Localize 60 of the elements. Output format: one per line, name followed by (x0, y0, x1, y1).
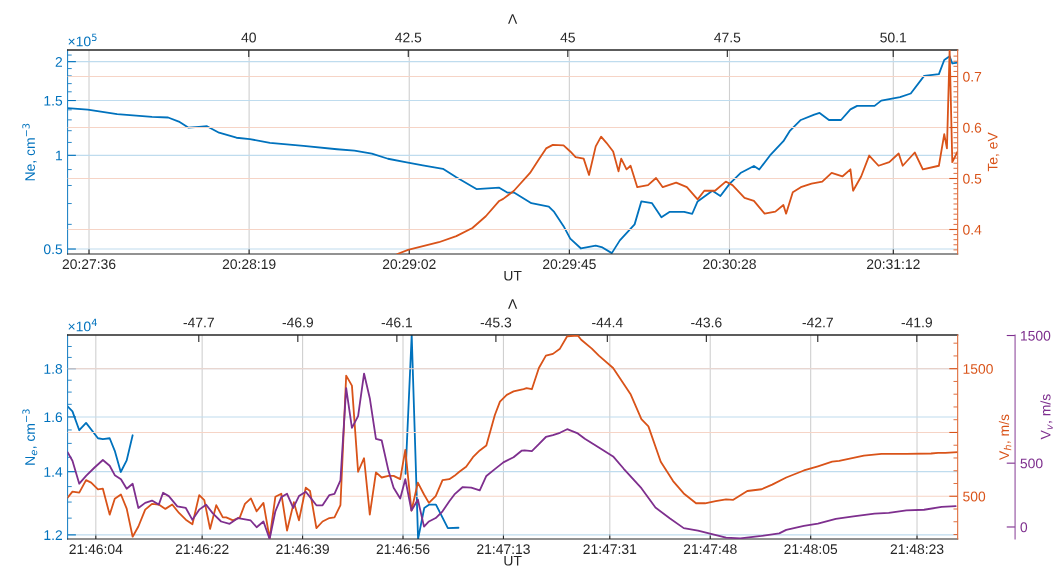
y-tick-label: 1.8 (44, 363, 63, 374)
y3-tick-label: 0 (1020, 522, 1028, 533)
y2-tick-label: 0.5 (963, 173, 982, 184)
y2-tick-label: 500 (963, 491, 986, 502)
x2-tick-label: -41.9 (901, 317, 932, 328)
x-tick-label: 21:46:22 (175, 544, 229, 555)
y3-tick-label: 1500 (1021, 330, 1051, 341)
x2-tick-label: 42.5 (395, 32, 422, 43)
x2-tick-label: 40 (241, 32, 256, 43)
line-series (67, 372, 957, 539)
y2-tick-label: 1500 (963, 364, 993, 374)
x-tick-label: 21:48:23 (890, 544, 944, 555)
y-tick-label: 1.6 (44, 412, 63, 423)
y2-axis-title: Te, eV (987, 132, 1000, 172)
y2-tick-label: 0.6 (963, 122, 982, 133)
x-tick-label: 21:46:56 (376, 544, 430, 555)
x2-tick-label: -46.1 (381, 317, 413, 328)
x2-axis-title: Λ (508, 14, 518, 24)
x-tick-label: 20:27:36 (62, 259, 116, 270)
y-axis-title: Ne, cm$^{−3}$ (22, 123, 37, 181)
y2-tick-label: 0.7 (963, 71, 982, 82)
y2-axis-title: V$_{h}$, m/s (998, 414, 1012, 460)
x-tick-label: 20:29:02 (382, 259, 436, 270)
x-tick-label: 20:30:28 (703, 259, 756, 270)
x2-tick-label: 47.5 (714, 32, 741, 43)
text: ×10$^{4}$ (68, 318, 97, 332)
x-tick-label: 20:28:19 (222, 259, 276, 270)
x-tick-label: 21:46:04 (69, 544, 123, 555)
y-tick-label: 2 (55, 56, 62, 67)
x2-tick-label: 45 (560, 32, 575, 43)
x2-tick-label: -46.9 (282, 317, 313, 328)
x-axis-title: UT (504, 555, 522, 566)
y-tick-label: 1.2 (44, 530, 62, 540)
line-series (67, 335, 958, 539)
x-tick-label: 21:47:13 (477, 544, 530, 555)
y3-tick-label: 500 (1020, 458, 1043, 469)
y-tick-label: 1.5 (44, 96, 63, 106)
x-tick-label: 20:29:45 (543, 259, 596, 270)
x-tick-label: 21:47:48 (683, 544, 737, 555)
y-axis-title: N$_{e}$, cm$^{−3}$ (22, 409, 38, 465)
x-tick-label: 21:46:39 (276, 544, 329, 555)
x-tick-label: 21:48:05 (784, 544, 838, 555)
x2-tick-label: 50.1 (880, 32, 907, 43)
x2-tick-label: -45.3 (480, 317, 512, 328)
x2-tick-label: -44.4 (592, 317, 623, 328)
x2-tick-label: -43.6 (691, 317, 722, 328)
y-tick-label: 1 (56, 150, 63, 161)
y3-axis-title: V$_{v}$, m/s (1040, 394, 1053, 440)
x2-axis-title: Λ (508, 299, 518, 309)
y-tick-label: 0.5 (43, 244, 63, 255)
text: ×10$^{5}$ (68, 33, 97, 47)
x2-tick-label: -42.7 (802, 317, 833, 328)
x-axis-title: UT (504, 270, 522, 281)
y2-tick-label: 0.4 (963, 224, 982, 235)
line-series (396, 50, 958, 254)
x-tick-label: 21:47:31 (583, 544, 637, 555)
x-tick-label: 20:31:12 (866, 259, 920, 270)
y-tick-label: 1.4 (44, 467, 63, 477)
x2-tick-label: -47.7 (183, 317, 214, 328)
line-series (67, 55, 958, 254)
